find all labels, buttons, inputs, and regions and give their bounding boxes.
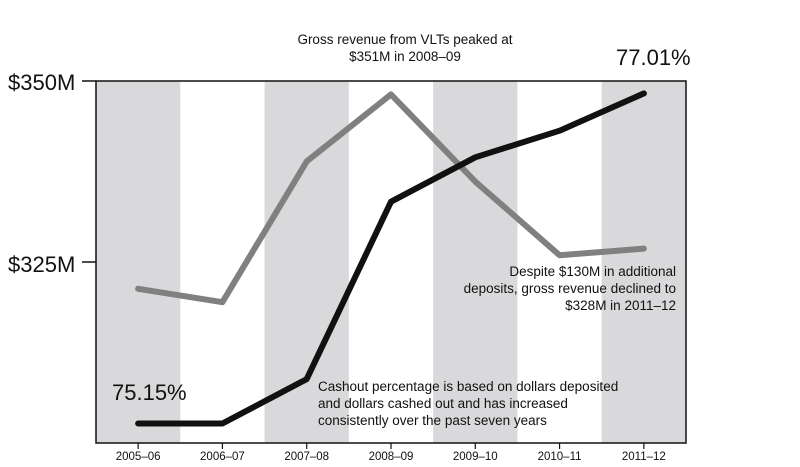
- cashout-start-label: 75.15%: [112, 380, 187, 405]
- annotation-peak: Gross revenue from VLTs peaked at $351M …: [297, 32, 513, 64]
- year-band: [433, 81, 518, 443]
- x-tick-label: 2005–06: [115, 451, 161, 463]
- x-tick-label: 2009–10: [452, 451, 498, 463]
- cashout-end-label: 77.01%: [616, 45, 691, 70]
- x-tick-label: 2011–12: [621, 451, 666, 463]
- x-tick-label: 2010–11: [537, 451, 582, 463]
- x-tick-label: 2007–08: [284, 451, 330, 463]
- gross-revenue-line: [135, 91, 647, 306]
- y-tick-label-350m: $350M: [8, 70, 76, 95]
- annotation-decline: Despite $130M in additional deposits, gr…: [463, 264, 676, 313]
- year-band: [601, 81, 686, 443]
- x-tick-label: 2008–09: [368, 451, 414, 463]
- y-tick-label-325m: $325M: [8, 252, 76, 277]
- annotation-cashout: Cashout percentage is based on dollars d…: [318, 379, 619, 428]
- cashout-percentage-line: [135, 90, 647, 427]
- y-tick-marks: [82, 80, 96, 263]
- x-tick-marks: [137, 443, 645, 449]
- year-band: [96, 81, 181, 443]
- x-tick-label: 2006–07: [200, 451, 245, 463]
